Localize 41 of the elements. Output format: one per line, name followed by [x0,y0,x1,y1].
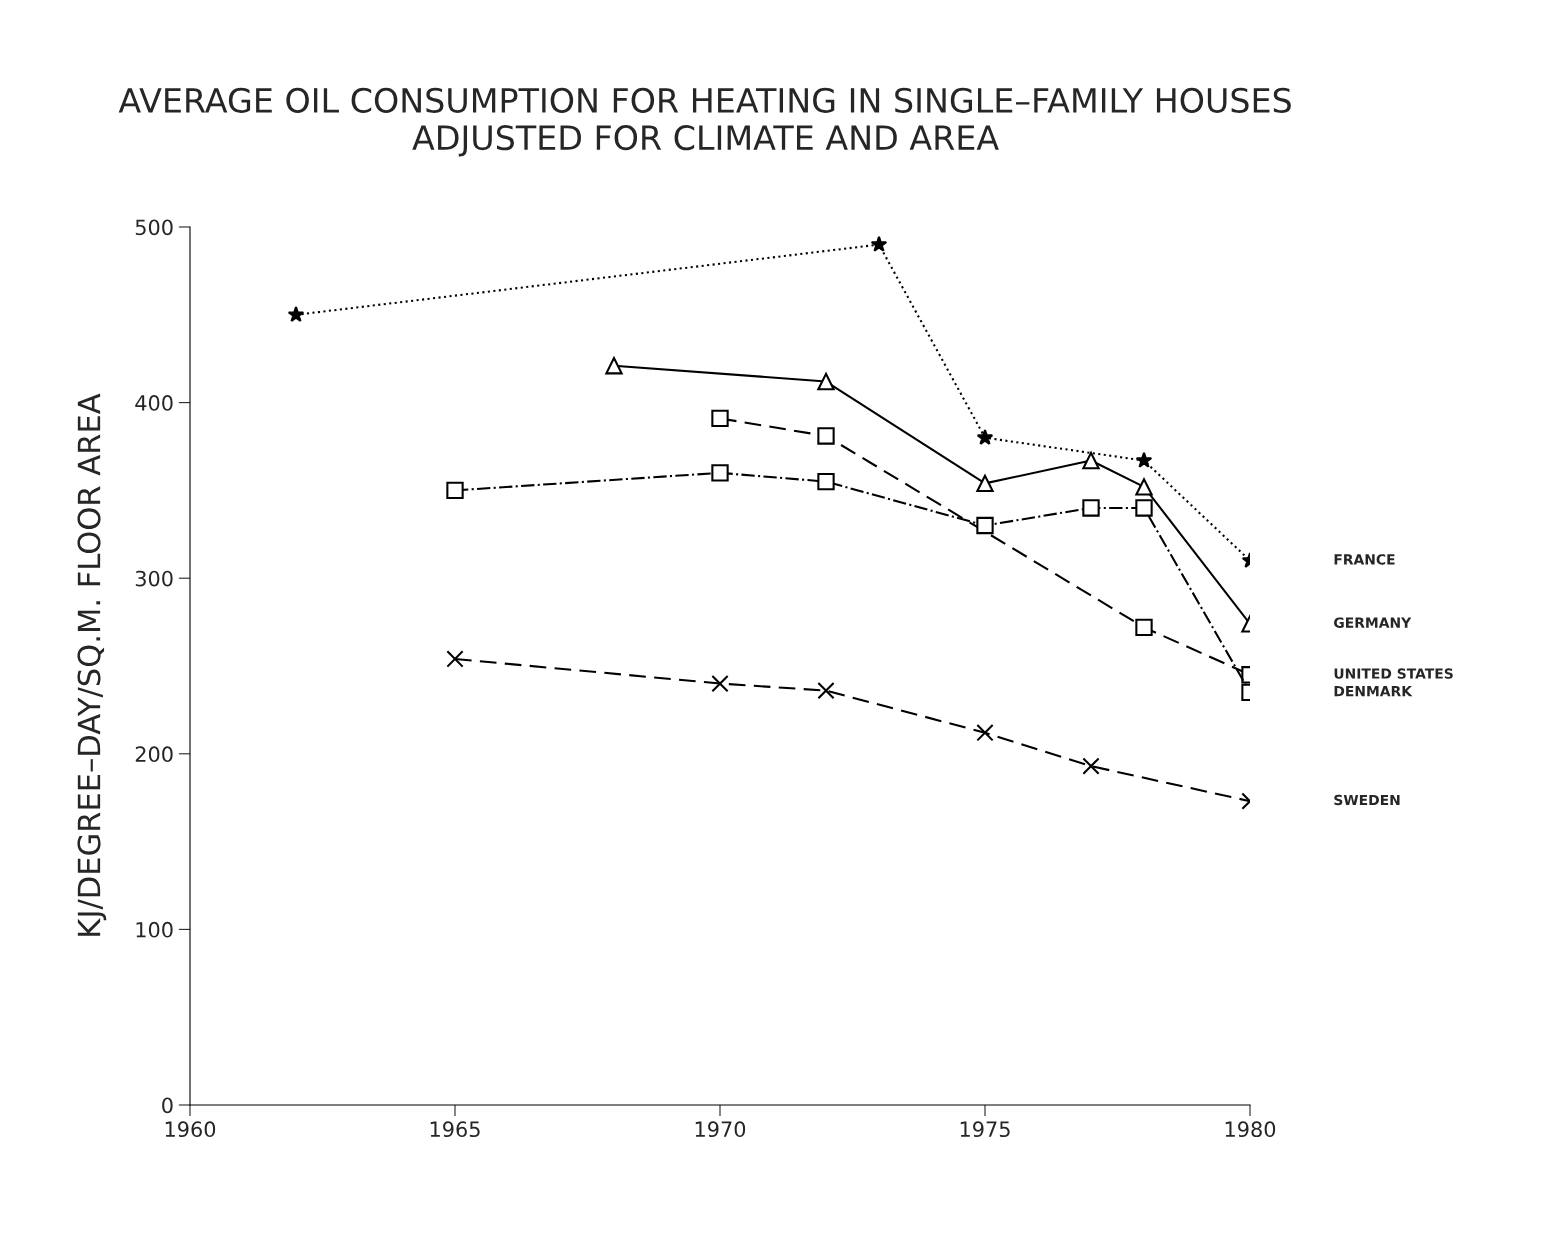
point [711,674,729,693]
point [817,472,835,491]
point [711,464,729,482]
y-tick-label: 500 [135,219,173,236]
x-tick-label: 1980 [1225,1121,1276,1138]
y-tick-label: 400 [135,395,173,411]
y-tick-label: 100 [136,921,173,938]
point [976,724,994,742]
text: GERMANY [1334,617,1412,628]
point [976,474,994,493]
point [817,372,835,391]
point [1135,478,1153,496]
point [976,516,994,535]
point [976,429,994,445]
point [1135,451,1153,468]
point [870,235,888,252]
point [446,650,464,668]
x-tick-label: 1975 [960,1121,1010,1138]
point [817,427,835,445]
x-tick-label: 1970 [695,1121,746,1138]
y-axis-title: KJ/DEGREE–DAY/SQ.M. FLOOR AREA [77,393,107,936]
text: DENMARK [1334,686,1413,697]
point [817,681,835,700]
point [711,409,729,428]
x-tick-label: 1965 [430,1121,480,1138]
point [605,357,623,375]
text: FRANCE [1334,554,1395,565]
point [1082,451,1100,470]
chart-title: AVERAGE OIL CONSUMPTION FOR HEATING IN SINGLE–FAMILY HOUSES ADJUSTED FOR CLIMATE AND AREA [118,87,1291,157]
point [446,481,464,500]
y-tick-label: 300 [135,570,173,587]
point [287,306,305,323]
text: SWEDEN [1334,794,1400,806]
y-tick-label: 200 [135,746,173,763]
x-tick-label: 1960 [165,1121,216,1138]
point [1082,757,1100,775]
text: UNITED STATES [1334,668,1453,679]
point [1082,499,1100,517]
y-tick-label: 0 [162,1097,173,1114]
point [1135,618,1153,637]
point [1135,499,1153,517]
